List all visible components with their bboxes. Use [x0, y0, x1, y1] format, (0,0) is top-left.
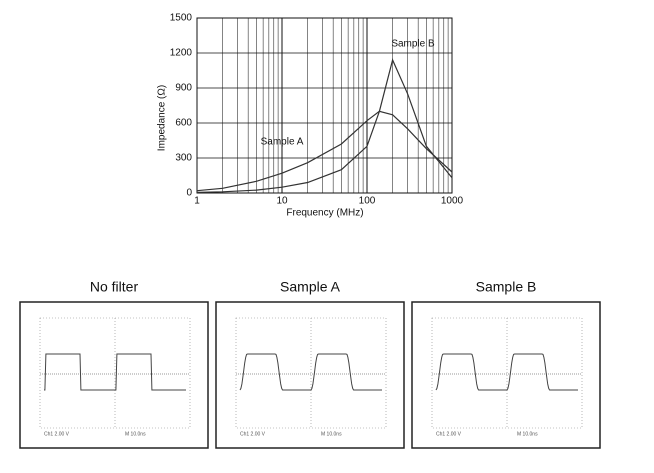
x-tick-label: 10: [276, 196, 288, 207]
panel-title: Sample B: [476, 279, 537, 295]
y-tick-label: 1500: [170, 13, 193, 24]
scope-trace: [44, 353, 186, 391]
panel-title: Sample A: [280, 279, 341, 295]
scope-timebase: M 10.0ns: [321, 431, 342, 437]
series-annotation: Sample A: [261, 137, 304, 148]
y-tick-label: 900: [175, 83, 192, 94]
x-axis-label: Frequency (MHz): [286, 208, 363, 219]
scope-channel: Ch1 2.00 V: [436, 431, 462, 437]
x-tick-label: 1000: [441, 196, 464, 207]
plot-frame: [196, 17, 453, 194]
y-tick-label: 600: [175, 118, 192, 129]
panel-frame: [411, 301, 601, 449]
scope-channel: Ch1 2.00 V: [44, 431, 70, 437]
scope-timebase: M 10.0ns: [517, 431, 538, 437]
y-tick-label: 300: [175, 153, 192, 164]
panel-title: No filter: [90, 279, 139, 295]
panel-frame: [19, 301, 209, 449]
y-axis-label: Impedance (Ω): [157, 85, 168, 151]
series-line: [196, 58, 453, 193]
scope-trace: [239, 353, 382, 391]
scope-timebase: M 10.0ns: [125, 431, 146, 437]
y-tick-label: 0: [186, 188, 192, 199]
series-line: [196, 110, 453, 192]
series-annotation: Sample B: [391, 39, 435, 50]
x-tick-label: 1: [194, 196, 200, 207]
x-tick-label: 100: [359, 196, 376, 207]
panel-frame: [215, 301, 405, 449]
y-tick-label: 1200: [170, 48, 193, 59]
scope-trace: [435, 353, 578, 391]
scope-channel: Ch1 2.00 V: [240, 431, 266, 437]
